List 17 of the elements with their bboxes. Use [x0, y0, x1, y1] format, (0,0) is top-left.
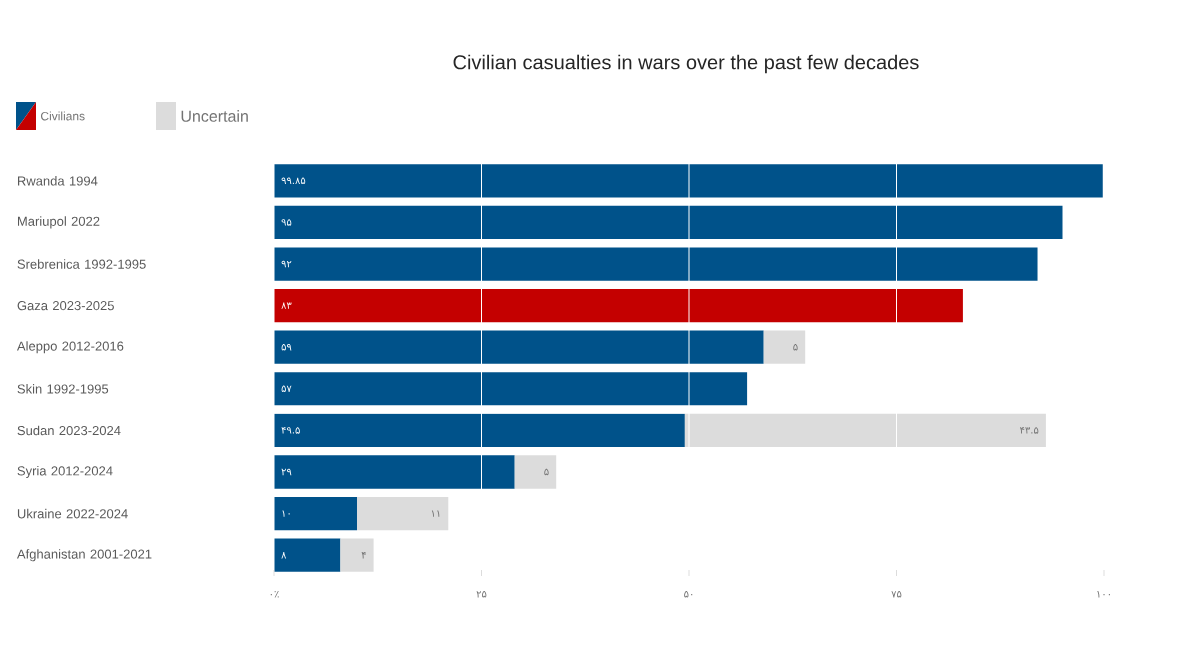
bar — [274, 330, 764, 364]
bar — [514, 455, 557, 489]
bar — [274, 205, 1063, 240]
bar — [684, 413, 1046, 448]
bar — [340, 538, 374, 572]
bar — [357, 496, 449, 531]
bar — [274, 164, 1103, 198]
bar — [763, 330, 806, 364]
bar — [274, 538, 341, 572]
bar — [274, 288, 963, 323]
legend-label: Uncertain — [181, 110, 248, 122]
chart-title: Civilian casualties in wars over the past few decades — [453, 54, 919, 74]
bar — [274, 455, 515, 489]
bar — [274, 496, 357, 531]
bar — [274, 247, 1038, 281]
bar — [274, 413, 685, 448]
bar — [274, 372, 748, 406]
